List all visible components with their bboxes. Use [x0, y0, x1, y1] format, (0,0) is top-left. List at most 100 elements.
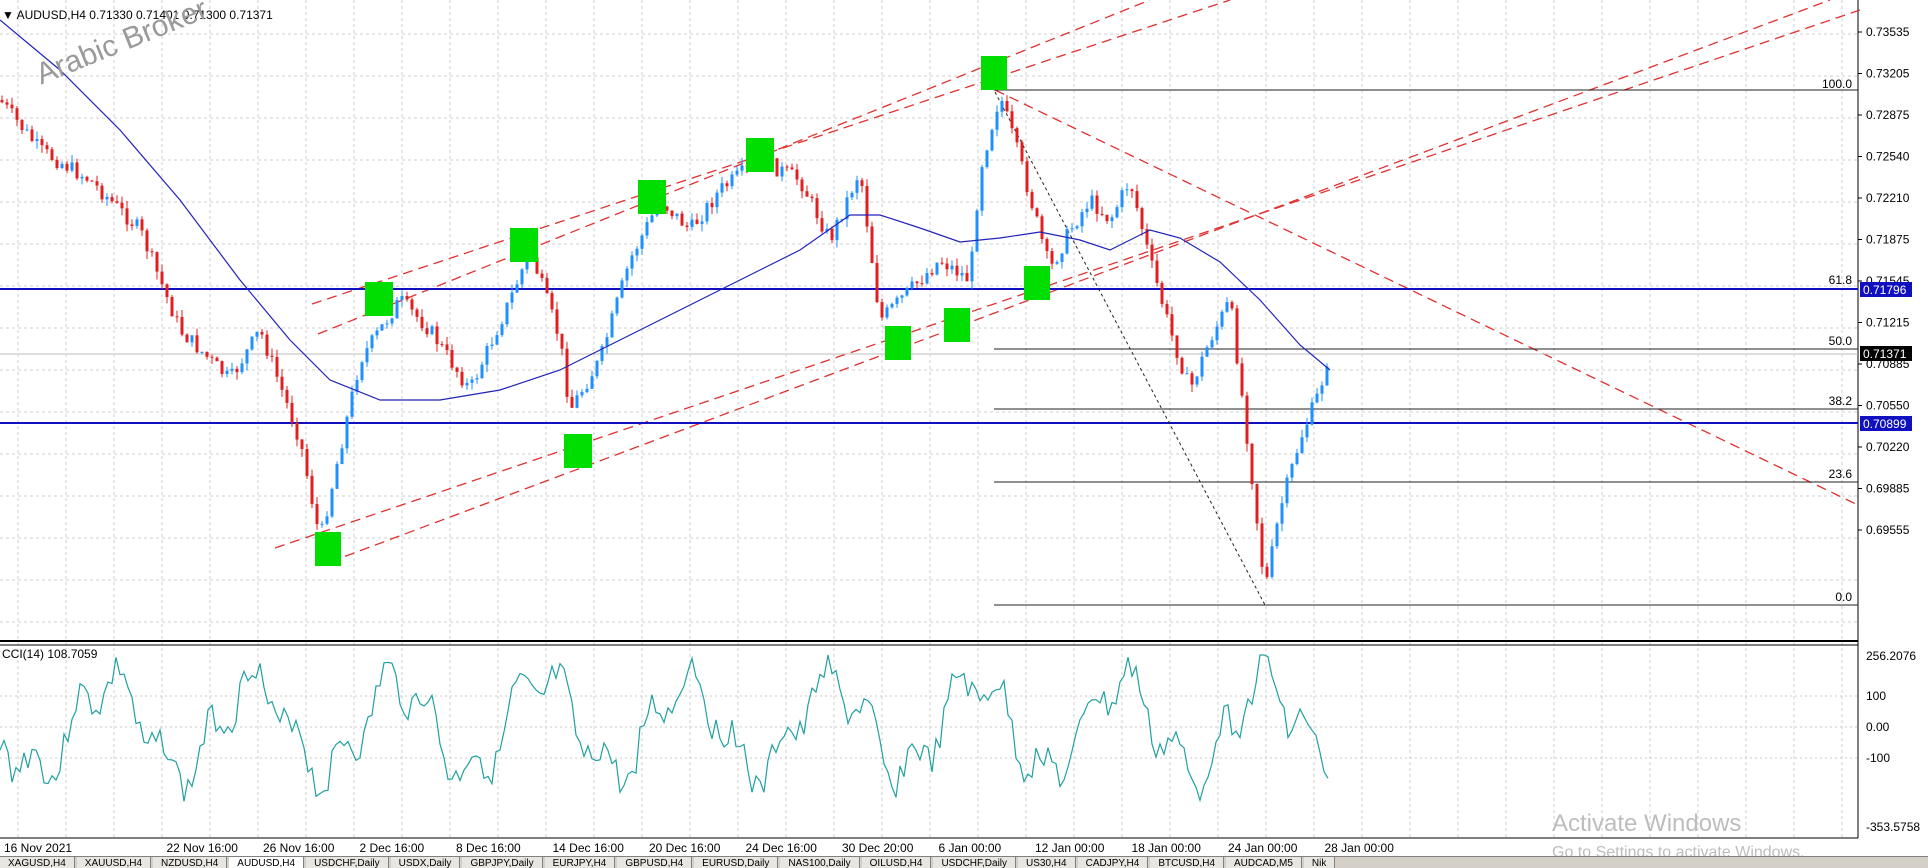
candle-body — [700, 221, 704, 224]
candle-body — [45, 145, 49, 150]
candle-body — [1035, 208, 1039, 217]
candle-body — [1030, 192, 1034, 209]
tab-usdchf-daily[interactable]: USDCHF,Daily — [306, 857, 389, 868]
candle-body — [200, 351, 204, 353]
candle-body — [1225, 302, 1229, 312]
candle-body — [1040, 216, 1044, 240]
candle-body — [390, 318, 394, 324]
candle-body — [1255, 483, 1259, 524]
candle-body — [240, 363, 244, 373]
signal-marker — [564, 434, 592, 468]
candle-body — [110, 196, 114, 202]
candle-body — [1095, 195, 1099, 214]
candle-body — [875, 262, 879, 303]
candle-body — [1130, 189, 1134, 192]
candle-body — [365, 348, 369, 363]
signal-marker — [885, 326, 911, 360]
price-axis: 0.73535 0.73205 0.72875 0.72540 0.72210 0.718… — [1858, 25, 1910, 537]
candle-body — [880, 302, 884, 318]
candle-body — [645, 222, 649, 236]
candle-body — [175, 316, 179, 318]
tab-usdchf-daily[interactable]: USDCHF,Daily — [933, 857, 1017, 868]
candlestick-series[interactable] — [0, 95, 1329, 579]
time-tick-label: 24 Jan 00:00 — [1228, 841, 1298, 855]
fibonacci-retracement[interactable] — [994, 89, 1858, 606]
candle-body — [1175, 335, 1179, 358]
candle-body — [1145, 229, 1149, 245]
candle-body — [1195, 376, 1199, 385]
signal-marker — [315, 532, 341, 566]
tab-eurjpy-h4[interactable]: EURJPY,H4 — [544, 857, 616, 868]
cci-line[interactable] — [0, 654, 1329, 803]
candle-body — [1115, 207, 1119, 218]
tab-btcusd-h4[interactable]: BTCUSD,H4 — [1150, 857, 1225, 868]
candle-body — [455, 367, 459, 372]
candle-body — [735, 170, 739, 175]
candle-body — [1015, 128, 1019, 143]
candle-body — [195, 335, 199, 353]
candle-body — [1180, 357, 1184, 374]
candle-body — [595, 360, 599, 377]
tab-xauusd-h4[interactable]: XAUUSD,H4 — [76, 857, 152, 868]
tab-usdx-daily[interactable]: USDX,Daily — [390, 857, 461, 868]
tab-nik[interactable]: Nik — [1303, 857, 1336, 868]
downtrend-line[interactable] — [994, 89, 1859, 506]
candle-body — [75, 162, 79, 179]
candle-body — [585, 388, 589, 393]
candle-body — [1300, 437, 1304, 453]
candle-body — [1120, 190, 1124, 208]
dropdown-triangle-icon[interactable]: ▼ — [2, 8, 14, 22]
moving-average-line[interactable] — [0, 19, 1331, 401]
candle-body — [115, 201, 119, 203]
tab-gbpjpy-daily[interactable]: GBPJPY,Daily — [462, 857, 543, 868]
candle-body — [180, 316, 184, 335]
candle-body — [0, 100, 4, 103]
candle-body — [1050, 251, 1054, 264]
tab-cadjpy-h4[interactable]: CADJPY,H4 — [1077, 857, 1149, 868]
symbol-label: AUDUSD,H4 — [16, 8, 86, 22]
price-tick-label: 0.69555 — [1866, 523, 1910, 537]
candle-body — [245, 349, 249, 364]
tab-audcad-m5[interactable]: AUDCAD,M5 — [1226, 857, 1302, 868]
candle-body — [665, 206, 669, 211]
candle-body — [1045, 239, 1049, 252]
tab-gbpusd-h4[interactable]: GBPUSD,H4 — [617, 857, 693, 868]
candle-body — [905, 287, 909, 296]
candle-body — [1125, 189, 1129, 191]
tab-eurusd-daily[interactable]: EURUSD,Daily — [694, 857, 779, 868]
candle-body — [1315, 393, 1319, 403]
channel-lower-line-2[interactable] — [329, 0, 1831, 563]
candle-body — [680, 213, 684, 226]
tab-nas100-daily[interactable]: NAS100,Daily — [780, 857, 860, 868]
tab-xagusd-h4[interactable]: XAGUSD,H4 — [0, 857, 75, 868]
candle-body — [980, 167, 984, 211]
candle-body — [1060, 253, 1064, 262]
candle-body — [70, 162, 74, 171]
candle-body — [505, 302, 509, 325]
candle-body — [590, 376, 594, 389]
candle-body — [1310, 402, 1314, 425]
time-tick-label: 2 Dec 16:00 — [360, 841, 425, 855]
tab-us30-h4[interactable]: US30,H4 — [1018, 857, 1076, 868]
candle-body — [215, 357, 219, 362]
tab-audusd-h4[interactable]: AUDUSD,H4 — [229, 857, 305, 868]
candle-body — [900, 295, 904, 298]
candle-body — [640, 235, 644, 249]
candle-body — [225, 370, 229, 374]
candle-body — [270, 355, 274, 357]
candle-body — [440, 344, 444, 346]
candle-body — [810, 196, 814, 199]
candle-body — [1290, 463, 1294, 478]
tab-nzdusd-h4[interactable]: NZDUSD,H4 — [153, 857, 228, 868]
candle-body — [1065, 229, 1069, 254]
channel-lower-line[interactable] — [274, 9, 1861, 549]
candle-body — [1155, 260, 1159, 283]
candle-body — [235, 368, 239, 373]
price-channel[interactable] — [274, 0, 1861, 563]
candle-body — [975, 210, 979, 252]
candle-body — [1150, 244, 1154, 261]
channel-mid-line[interactable] — [317, 0, 1151, 335]
candle-body — [910, 281, 914, 288]
tab-oilusd-h4[interactable]: OILUSD,H4 — [861, 857, 932, 868]
